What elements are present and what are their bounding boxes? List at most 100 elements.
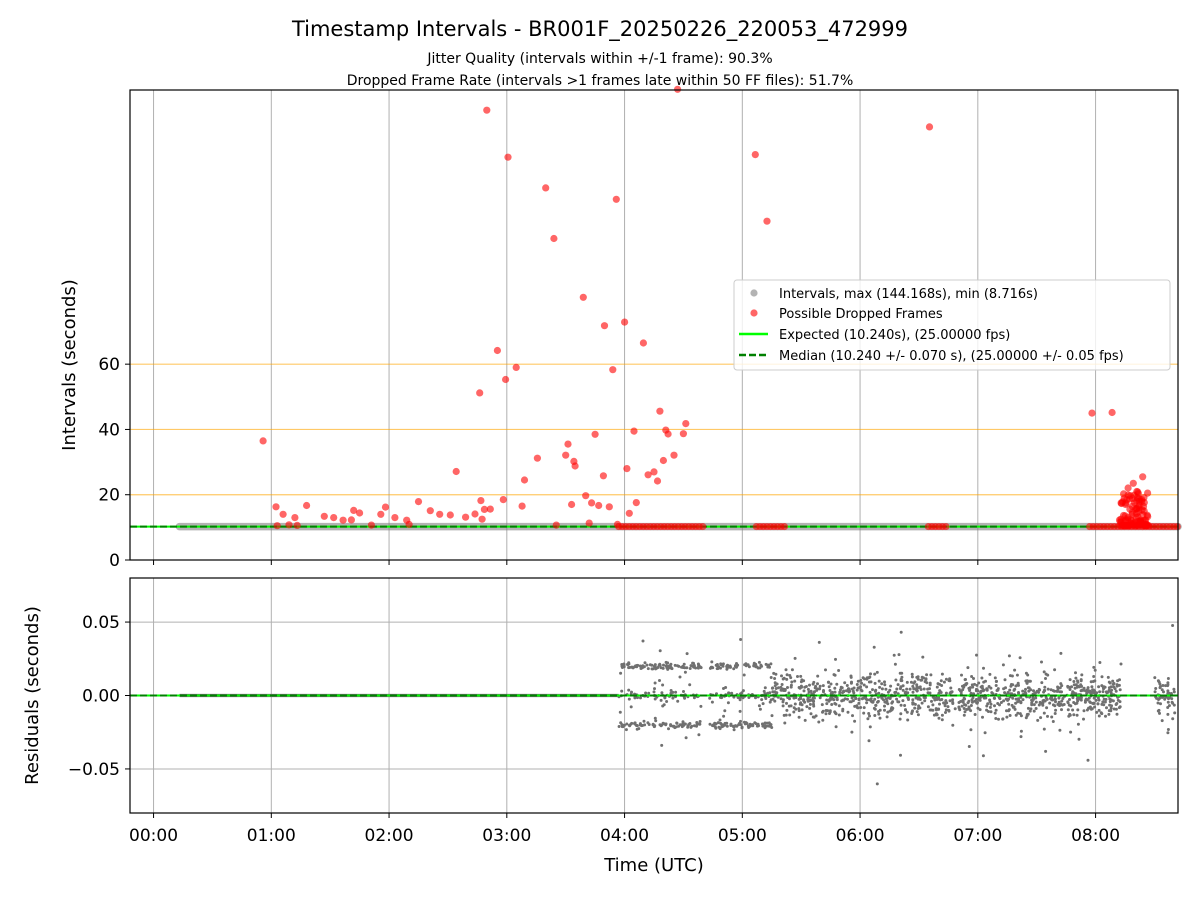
residuals-y-tick-label-0: −0.05 bbox=[68, 760, 120, 780]
residual-point bbox=[860, 681, 864, 685]
residual-point bbox=[1097, 714, 1101, 718]
dropped-frame-point bbox=[291, 514, 299, 522]
residual-point bbox=[1025, 714, 1029, 718]
residual-point bbox=[938, 702, 941, 706]
dropped-frame-point bbox=[339, 516, 347, 524]
residual-point bbox=[948, 679, 952, 683]
dropped-frame-point bbox=[621, 318, 629, 326]
residual-point bbox=[1102, 685, 1106, 689]
residuals-y-axis-label: Residuals (seconds) bbox=[22, 606, 43, 785]
residual-point bbox=[790, 680, 794, 684]
dropped-frame-cluster-point bbox=[1126, 492, 1134, 500]
residual-point bbox=[666, 667, 670, 671]
residual-point bbox=[1088, 700, 1092, 704]
residual-point bbox=[880, 682, 884, 686]
residual-point bbox=[944, 708, 948, 712]
intervals-y-tick-label-1: 20 bbox=[98, 486, 120, 506]
residual-point bbox=[773, 684, 777, 688]
residual-point bbox=[1170, 700, 1174, 704]
residual-point bbox=[650, 663, 654, 667]
residual-point bbox=[1090, 685, 1094, 689]
dropped-frame-point bbox=[477, 497, 485, 505]
dropped-frame-cluster-point bbox=[1142, 520, 1150, 528]
residual-point bbox=[878, 716, 882, 720]
residual-point bbox=[1076, 680, 1080, 684]
intervals-plot-frame bbox=[129, 89, 1179, 561]
residual-point bbox=[837, 713, 841, 717]
residual-point bbox=[1154, 687, 1158, 690]
residual-point bbox=[1058, 728, 1062, 732]
residual-point bbox=[716, 721, 720, 725]
intervals-y-axis-label: Intervals (seconds) bbox=[59, 279, 80, 451]
residual-point bbox=[1042, 698, 1046, 702]
residual-point bbox=[1067, 703, 1071, 707]
residual-point bbox=[1032, 697, 1035, 701]
residual-point bbox=[1052, 689, 1056, 693]
residual-point bbox=[986, 710, 990, 713]
dropped-frame-point bbox=[462, 513, 470, 521]
residual-point bbox=[1019, 729, 1023, 733]
dropped-frame-point bbox=[552, 521, 560, 529]
residual-point bbox=[1166, 706, 1170, 709]
residual-point bbox=[1060, 708, 1063, 712]
residual-point bbox=[717, 725, 721, 729]
residual-point bbox=[907, 698, 910, 701]
residual-point bbox=[683, 722, 687, 726]
residual-point bbox=[905, 687, 909, 691]
residual-point bbox=[1044, 677, 1047, 680]
residual-point bbox=[1039, 716, 1043, 720]
residual-point bbox=[1042, 711, 1046, 715]
dropped-frame-point bbox=[644, 471, 652, 479]
residual-point bbox=[911, 698, 915, 702]
residual-point bbox=[1090, 690, 1094, 694]
residual-point bbox=[924, 678, 928, 682]
residual-point bbox=[1153, 690, 1157, 694]
residual-point bbox=[714, 663, 718, 667]
dropped-frame-point bbox=[493, 346, 501, 355]
residual-point bbox=[1021, 698, 1025, 702]
dropped-frame-point bbox=[272, 503, 280, 511]
residual-point bbox=[833, 686, 837, 690]
residual-point bbox=[921, 655, 925, 659]
residual-point bbox=[975, 688, 979, 692]
residual-point bbox=[1007, 697, 1010, 701]
residual-point bbox=[780, 683, 784, 686]
residual-point bbox=[944, 691, 948, 695]
residual-point bbox=[736, 695, 740, 699]
residual-point bbox=[714, 722, 718, 726]
residual-point bbox=[620, 723, 624, 727]
residual-point bbox=[1037, 703, 1041, 707]
residual-point bbox=[926, 687, 930, 691]
residual-point bbox=[964, 678, 967, 681]
residual-point bbox=[618, 710, 622, 714]
x-tick-label-2: 02:00 bbox=[365, 826, 414, 846]
residual-point bbox=[899, 685, 903, 689]
residual-point bbox=[812, 699, 816, 703]
residual-point bbox=[1007, 702, 1011, 706]
residual-point bbox=[1070, 685, 1074, 689]
residual-point bbox=[667, 727, 670, 731]
residual-point bbox=[929, 708, 933, 712]
residual-point bbox=[1017, 683, 1020, 687]
residual-point bbox=[794, 696, 798, 700]
residual-point bbox=[769, 724, 772, 728]
dropped-frame-point bbox=[591, 430, 599, 438]
x-tick-label-8: 08:00 bbox=[1071, 826, 1120, 846]
residual-point bbox=[1089, 707, 1093, 711]
residual-point bbox=[794, 707, 798, 711]
residual-point bbox=[1108, 700, 1112, 704]
dropped-frame-point bbox=[279, 510, 287, 518]
dropped-frame-point bbox=[1088, 409, 1096, 417]
residual-point bbox=[786, 686, 789, 689]
dropped-frame-point bbox=[303, 501, 311, 510]
residual-point bbox=[990, 691, 994, 695]
residual-point bbox=[1053, 712, 1057, 715]
residuals-panel: −0.050.000.05 00:00 01:00 02:00 03:00 04:00 0… bbox=[22, 577, 1179, 876]
residual-point bbox=[661, 666, 665, 670]
residual-point bbox=[1002, 699, 1006, 703]
legend-box bbox=[733, 279, 1171, 371]
residual-point bbox=[764, 662, 768, 666]
residual-point bbox=[825, 698, 829, 702]
residual-point bbox=[845, 684, 849, 687]
residual-point bbox=[741, 689, 745, 693]
